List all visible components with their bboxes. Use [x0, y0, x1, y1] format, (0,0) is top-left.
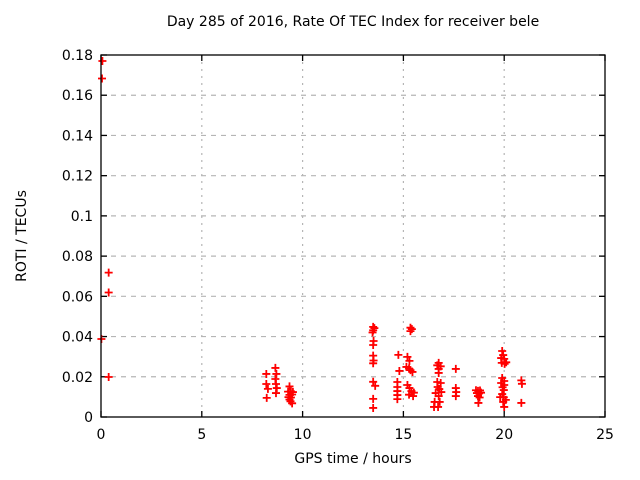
data-point-marker [451, 364, 460, 373]
data-point-marker [262, 393, 271, 402]
data-point-marker [435, 397, 444, 406]
y-tick-label: 0.06 [62, 289, 93, 305]
data-point-marker [393, 395, 402, 404]
data-point-marker [371, 381, 380, 390]
plot-border [100, 54, 606, 418]
data-point-marker [436, 379, 445, 388]
y-tick-label: 0.12 [62, 169, 93, 185]
data-point-marker [262, 369, 271, 378]
data-point-marker [502, 358, 511, 367]
data-point-marker [499, 386, 508, 395]
y-tick-label: 0.08 [62, 249, 93, 265]
data-point-marker [369, 341, 378, 350]
x-tick-label: 0 [97, 427, 106, 443]
data-point-marker [395, 366, 404, 375]
data-point-marker [104, 372, 113, 381]
data-point-marker [434, 402, 443, 411]
y-tick-label: 0 [84, 410, 93, 426]
data-point-marker [517, 379, 526, 388]
data-point-marker [499, 397, 508, 406]
chart-title: Day 285 of 2016, Rate Of TEC Index for r… [166, 14, 540, 30]
data-point-marker [271, 389, 280, 398]
x-axis-label: GPS time / hours [294, 451, 412, 467]
x-tick-label: 10 [294, 427, 312, 443]
data-point-marker [434, 392, 443, 401]
data-point-marker [405, 390, 414, 399]
y-tick-label: 0.1 [71, 209, 93, 225]
data-point-marker [408, 367, 417, 376]
data-point-marker [437, 388, 446, 397]
data-point-marker [104, 288, 113, 297]
x-tick-label: 20 [495, 427, 513, 443]
y-tick-label: 0.18 [62, 48, 93, 64]
x-tick-label: 15 [394, 427, 412, 443]
y-tick-label: 0.14 [62, 128, 93, 144]
data-point-marker [263, 384, 272, 393]
data-point-marker [104, 268, 113, 277]
data-point-marker [451, 392, 460, 401]
y-tick-label: 0.02 [62, 370, 93, 386]
data-point-marker [369, 403, 378, 412]
x-tick-labels: 0 5 10 15 20 25 [97, 427, 614, 443]
data-point-marker [262, 380, 271, 389]
data-point-marker [369, 377, 378, 386]
data-point-marker [406, 327, 415, 336]
data-point-marker [500, 402, 509, 411]
y-tick-label: 0.04 [62, 330, 93, 346]
data-point-marker [434, 368, 443, 377]
x-tick-label: 25 [596, 427, 614, 443]
data-point-marker [498, 347, 507, 356]
data-point-marker [369, 394, 378, 403]
x-tick-label: 5 [197, 427, 206, 443]
data-point-marker [394, 350, 403, 359]
data-point-marker [405, 356, 414, 365]
gridlines [101, 55, 605, 417]
data-point-marker [369, 359, 378, 368]
y-tick-label: 0.16 [62, 88, 93, 104]
data-point-marker [517, 398, 526, 407]
data-point-marker [285, 382, 294, 391]
data-point-marker [403, 352, 412, 361]
data-point-marker [474, 398, 483, 407]
data-point-marker [368, 328, 377, 337]
data-point-marker [98, 57, 107, 66]
data-point-marker [288, 399, 297, 408]
data-point-marker [272, 369, 281, 378]
data-point-marker [475, 393, 484, 402]
data-point-marker [409, 388, 418, 397]
y-tick-labels: 0 0.02 0.04 0.06 0.08 0.1 0.12 0.14 0.16 0.18 [62, 48, 93, 426]
data-point-marker [500, 359, 509, 368]
data-point-marker [98, 74, 107, 83]
data-point-marker [271, 363, 280, 372]
tick-marks [100, 54, 606, 418]
data-points [97, 57, 526, 412]
data-point-marker [473, 392, 482, 401]
